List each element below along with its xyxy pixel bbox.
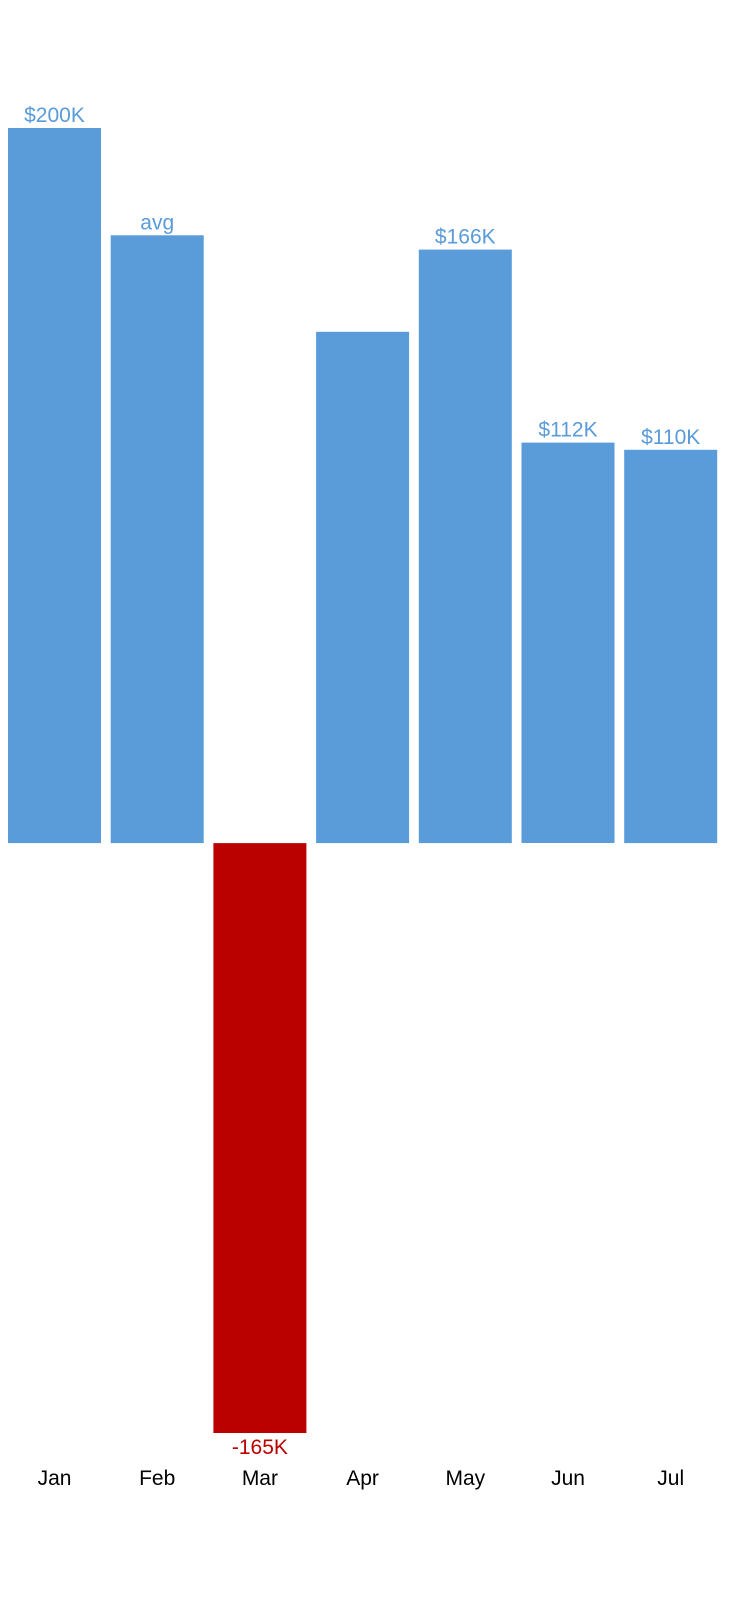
x-tick-apr: Apr [346, 1467, 379, 1490]
data-label-mar: -165K [232, 1436, 288, 1459]
data-label-jun: $112K [538, 419, 597, 442]
x-tick-mar: Mar [242, 1467, 278, 1490]
x-tick-jun: Jun [551, 1467, 585, 1490]
bar-may [418, 249, 512, 844]
bar-mar [213, 843, 307, 1433]
x-tick-feb: Feb [139, 1467, 175, 1490]
bar-feb [110, 235, 204, 844]
bar-jul [624, 449, 718, 844]
bar-jan [8, 128, 101, 844]
x-tick-jul: Jul [657, 1467, 684, 1490]
data-labels-group: $200K avg -165K $166K $112K $110K [24, 104, 700, 1459]
data-label-feb: avg [140, 211, 174, 234]
x-tick-may: May [445, 1467, 485, 1490]
bars-group [8, 128, 718, 1433]
bar-jun [521, 442, 615, 843]
data-label-jan: $200K [24, 104, 85, 127]
bar-apr [316, 331, 410, 844]
data-label-jul: $110K [641, 426, 700, 449]
data-label-may: $166K [435, 226, 496, 249]
x-axis-ticks: Jan Feb Mar Apr May Jun Jul [38, 1467, 685, 1490]
x-tick-jan: Jan [38, 1467, 72, 1490]
